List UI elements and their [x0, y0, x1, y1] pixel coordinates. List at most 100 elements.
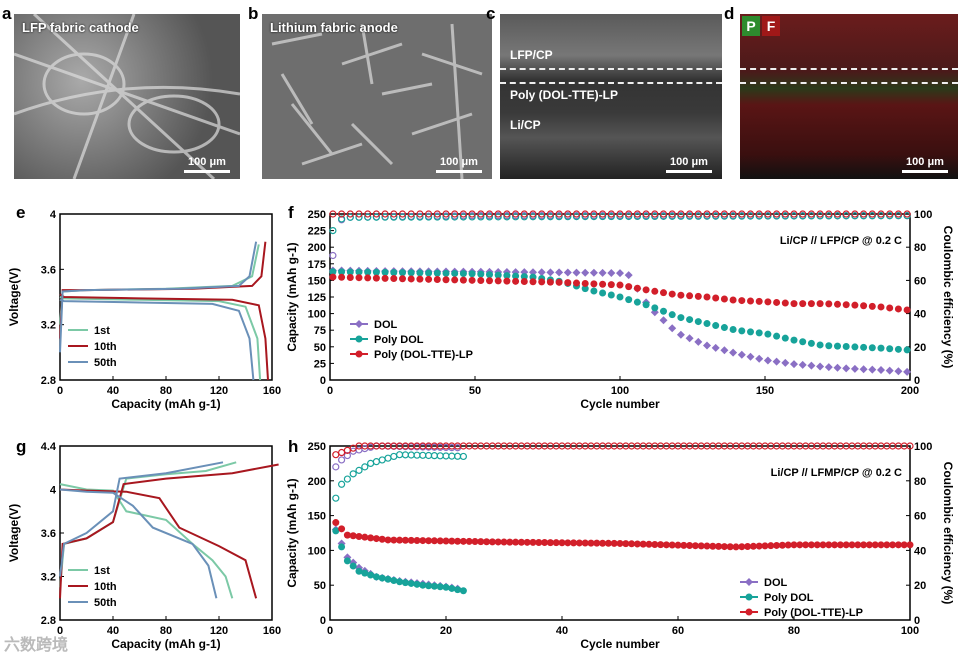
capacity-point-Poly (DOL-TTE)-LP — [346, 273, 354, 281]
capacity-point-Poly (DOL-TTE)-LP — [468, 276, 476, 284]
ce-point-DOL — [332, 463, 340, 471]
capacity-point-DOL — [555, 268, 564, 277]
capacity-point-Poly (DOL-TTE)-LP — [651, 540, 659, 548]
ce-point-Poly (DOL-TTE)-LP — [746, 210, 755, 218]
capacity-point-Poly (DOL-TTE)-LP — [628, 540, 636, 548]
capacity-point-Poly (DOL-TTE)-LP — [622, 540, 630, 548]
ce-point-Poly (DOL-TTE)-LP — [425, 210, 433, 218]
legend-label: Poly (DOL-TTE)-LP — [764, 607, 863, 619]
capacity-point-Poly DOL — [712, 322, 720, 330]
capacity-point-Poly DOL — [384, 575, 392, 583]
capacity-point-Poly DOL — [401, 579, 409, 587]
ce-point-Poly DOL — [332, 494, 340, 502]
ce-point-Poly (DOL-TTE)-LP — [503, 210, 511, 218]
x-tick-label: 0 — [57, 625, 63, 637]
capacity-point-Poly (DOL-TTE)-LP — [529, 538, 537, 546]
ce-point-Poly (DOL-TTE)-LP — [381, 210, 389, 218]
capacity-point-Poly DOL — [416, 269, 424, 277]
capacity-point-Poly (DOL-TTE)-LP — [799, 300, 807, 308]
ce-point-Poly (DOL-TTE)-LP — [868, 210, 876, 218]
capacity-point-DOL — [755, 354, 764, 363]
legend-swatch-marker — [355, 350, 363, 358]
ce-point-Poly (DOL-TTE)-LP — [729, 210, 737, 218]
capacity-point-Poly (DOL-TTE)-LP — [738, 543, 746, 551]
ce-point-Poly (DOL-TTE)-LP — [651, 210, 659, 218]
capacity-point-Poly DOL — [616, 293, 624, 301]
capacity-point-DOL — [694, 337, 703, 346]
capacity-point-Poly (DOL-TTE)-LP — [477, 538, 485, 546]
ce-point-Poly (DOL-TTE)-LP — [329, 210, 337, 218]
capacity-point-Poly DOL — [686, 316, 694, 324]
y2-tick-label: 100 — [914, 441, 932, 453]
y-tick-label: 225 — [308, 226, 326, 238]
capacity-point-DOL — [737, 350, 746, 359]
capacity-point-Poly DOL — [407, 579, 415, 587]
capacity-point-Poly (DOL-TTE)-LP — [645, 540, 653, 548]
ce-point-Poly DOL — [546, 213, 554, 221]
capacity-point-Poly (DOL-TTE)-LP — [523, 538, 531, 546]
capacity-point-Poly DOL — [413, 580, 421, 588]
capacity-point-Poly (DOL-TTE)-LP — [657, 541, 665, 549]
capacity-point-Poly (DOL-TTE)-LP — [848, 541, 856, 549]
capacity-point-Poly (DOL-TTE)-LP — [616, 281, 624, 289]
capacity-point-Poly (DOL-TTE)-LP — [564, 539, 572, 547]
ce-point-Poly DOL — [625, 212, 633, 221]
capacity-point-DOL — [624, 271, 633, 280]
capacity-point-Poly (DOL-TTE)-LP — [773, 298, 781, 306]
capacity-point-Poly (DOL-TTE)-LP — [778, 541, 786, 549]
capacity-point-Poly (DOL-TTE)-LP — [419, 537, 427, 545]
capacity-point-Poly DOL — [903, 346, 911, 354]
ce-point-Poly DOL — [686, 212, 694, 220]
capacity-point-Poly DOL — [346, 268, 354, 276]
capacity-point-Poly (DOL-TTE)-LP — [349, 532, 357, 540]
capacity-point-Poly (DOL-TTE)-LP — [764, 298, 772, 306]
ce-point-Poly DOL — [642, 212, 650, 221]
capacity-point-Poly DOL — [512, 272, 520, 280]
ce-point-Poly DOL — [720, 212, 728, 220]
legend-label: DOL — [374, 319, 398, 331]
ce-point-Poly DOL — [361, 463, 369, 471]
legend-label: Poly (DOL-TTE)-LP — [374, 349, 473, 361]
ce-point-Poly (DOL-TTE)-LP — [906, 442, 914, 450]
y-tick-label: 3.2 — [41, 320, 56, 332]
ce-point-Poly (DOL-TTE)-LP — [590, 210, 598, 218]
capacity-point-Poly DOL — [581, 285, 589, 293]
capacity-point-Poly (DOL-TTE)-LP — [372, 535, 380, 543]
ce-point-Poly (DOL-TTE)-LP — [390, 210, 398, 218]
capacity-point-Poly DOL — [642, 301, 650, 309]
scale-bar-c: 100 μm — [666, 156, 712, 173]
capacity-point-Poly DOL — [477, 270, 485, 278]
x-axis-label: Capacity (mAh g-1) — [111, 637, 220, 651]
capacity-point-Poly (DOL-TTE)-LP — [538, 278, 546, 286]
capacity-point-Poly DOL — [738, 327, 746, 335]
capacity-point-Poly (DOL-TTE)-LP — [900, 541, 908, 549]
ce-point-Poly DOL — [538, 213, 546, 221]
y-tick-label: 100 — [308, 309, 326, 321]
capacity-point-Poly (DOL-TTE)-LP — [726, 543, 734, 551]
capacity-point-Poly DOL — [773, 332, 781, 340]
ce-point-Poly (DOL-TTE)-LP — [607, 210, 615, 218]
capacity-point-Poly (DOL-TTE)-LP — [851, 301, 859, 309]
capacity-point-Poly (DOL-TTE)-LP — [755, 297, 763, 305]
ce-point-Poly (DOL-TTE)-LP — [668, 210, 676, 218]
capacity-point-Poly (DOL-TTE)-LP — [790, 300, 798, 308]
ce-point-Poly (DOL-TTE)-LP — [459, 210, 467, 218]
capacity-point-Poly (DOL-TTE)-LP — [796, 541, 804, 549]
y2-tick-label: 80 — [914, 242, 926, 254]
interface-line-top-d — [740, 68, 958, 70]
capacity-point-Poly (DOL-TTE)-LP — [506, 538, 514, 546]
capacity-point-Poly DOL — [451, 269, 459, 277]
capacity-point-Poly DOL — [825, 342, 833, 350]
capacity-point-Poly (DOL-TTE)-LP — [761, 542, 769, 550]
capacity-point-Poly (DOL-TTE)-LP — [651, 287, 659, 295]
legend-swatch-marker — [745, 578, 753, 586]
ce-point-Poly (DOL-TTE)-LP — [816, 210, 824, 218]
capacity-point-DOL — [616, 269, 624, 278]
ce-point-Poly DOL — [433, 213, 441, 221]
x-tick-label: 100 — [611, 385, 629, 397]
capacity-point-Poly (DOL-TTE)-LP — [381, 274, 389, 282]
capacity-point-Poly DOL — [338, 543, 346, 551]
ce-point-Poly (DOL-TTE)-LP — [442, 210, 450, 218]
capacity-point-Poly (DOL-TTE)-LP — [581, 539, 589, 547]
y2-axis-label: Coulombic efficiency (%) — [941, 462, 955, 605]
